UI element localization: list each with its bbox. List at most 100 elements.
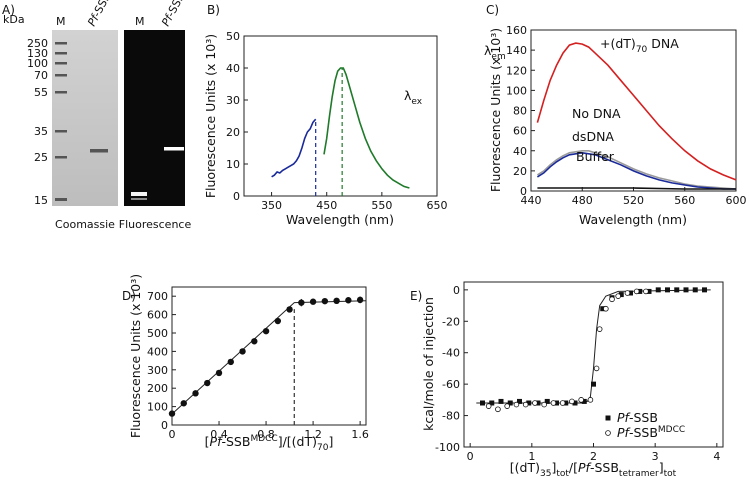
point: [600, 306, 606, 312]
y-tick-label: 60: [513, 125, 527, 138]
x-tick-label: 0.8: [257, 428, 275, 441]
label-part: -SSB: [629, 425, 658, 440]
point: [683, 287, 689, 293]
y-tick-label: 400: [147, 345, 168, 358]
y-tick-label: 10: [226, 158, 240, 171]
y-tick-label: 700: [147, 290, 168, 303]
y-tick-label: 300: [147, 364, 168, 377]
point: [498, 398, 504, 404]
point: [345, 297, 352, 304]
point: [593, 365, 600, 372]
curve-label: λex: [404, 88, 423, 107]
curve-label: +(dT)70 DNA: [600, 36, 679, 55]
legend-label: Pf-SSB: [617, 410, 658, 425]
point: [274, 317, 282, 325]
point: [333, 297, 340, 304]
point: [513, 401, 520, 408]
label-part: MDCC: [250, 434, 277, 444]
lane-label: M: [56, 15, 66, 28]
point: [541, 401, 547, 408]
point: [591, 381, 596, 387]
label-part: /[: [569, 460, 578, 475]
fluorescent-ladder-band: [131, 198, 147, 200]
point: [504, 403, 510, 409]
point: [532, 400, 538, 406]
marker-size: 55: [34, 86, 48, 99]
x-tick-label: 1.2: [304, 428, 322, 441]
y-tick-label: 40: [226, 62, 240, 75]
label-part: 35: [540, 469, 551, 479]
sample-band: [90, 149, 108, 153]
label-part: +(dT): [600, 36, 636, 51]
point: [489, 400, 495, 406]
x-tick-label: 0: [169, 428, 176, 441]
point: [522, 401, 529, 408]
y-tick-label: 100: [506, 84, 527, 97]
point: [674, 287, 680, 293]
legend-marker: [605, 430, 611, 436]
fluorescent-band: [164, 147, 184, 151]
point: [596, 326, 603, 332]
label-part: ex: [411, 97, 422, 107]
y-tick-label: 0: [233, 190, 240, 203]
point: [485, 403, 492, 409]
y-tick-label: 120: [506, 64, 527, 77]
label-part: em: [491, 52, 505, 62]
label-part: 70: [317, 443, 329, 453]
curve-label: No DNA: [572, 106, 621, 121]
point: [251, 338, 258, 345]
point: [665, 287, 670, 293]
fit-line: [171, 300, 367, 415]
panel-label: D): [122, 289, 136, 303]
gel-caption: Fluorescence: [119, 218, 192, 231]
point: [321, 297, 329, 305]
point: [643, 288, 649, 295]
point: [239, 348, 246, 355]
lane-label: M: [135, 15, 145, 28]
y-axis-label: Fluorescence Units (x 10³): [203, 34, 218, 198]
point: [646, 288, 652, 294]
point: [554, 400, 559, 406]
curve-label: λem: [484, 43, 506, 62]
panel-label: E): [410, 289, 422, 303]
label-part: ]: [659, 460, 664, 475]
label-part: [: [205, 434, 210, 449]
point: [633, 288, 640, 295]
label-part: MDCC: [658, 425, 685, 435]
label-part: Pf: [617, 425, 631, 440]
y-tick-label: 140: [506, 44, 527, 57]
point: [559, 400, 566, 406]
point: [655, 287, 661, 293]
label-part: Pf: [578, 460, 592, 475]
x-tick-label: 550: [371, 199, 392, 212]
panel-label: A): [2, 3, 15, 17]
point: [535, 400, 541, 406]
point: [507, 400, 513, 406]
point: [569, 398, 575, 405]
x-tick-label: 520: [623, 194, 644, 207]
lane-label: Pf-SSB: [159, 0, 187, 28]
label-part: 70: [636, 45, 648, 55]
x-tick-label: 1: [528, 450, 535, 463]
point: [702, 287, 707, 293]
point: [628, 290, 633, 296]
label-part: -SSB: [629, 410, 658, 425]
y-tick-label: -100: [435, 441, 460, 454]
marker-size: 35: [34, 125, 48, 138]
marker-size: 130: [27, 47, 48, 60]
spectrum-line: [536, 150, 737, 190]
label-part: λ: [404, 88, 412, 103]
point: [603, 305, 609, 312]
y-tick-label: 600: [147, 309, 168, 322]
y-tick-label: 160: [506, 24, 527, 37]
marker-size: 15: [34, 194, 48, 207]
point: [298, 299, 305, 306]
point: [563, 400, 569, 406]
label-part: tetramer: [619, 469, 659, 479]
label-part: Pf: [617, 410, 631, 425]
point: [637, 288, 643, 294]
label-part: tot: [556, 469, 569, 479]
point: [215, 369, 223, 377]
x-tick-label: 440: [521, 194, 542, 207]
